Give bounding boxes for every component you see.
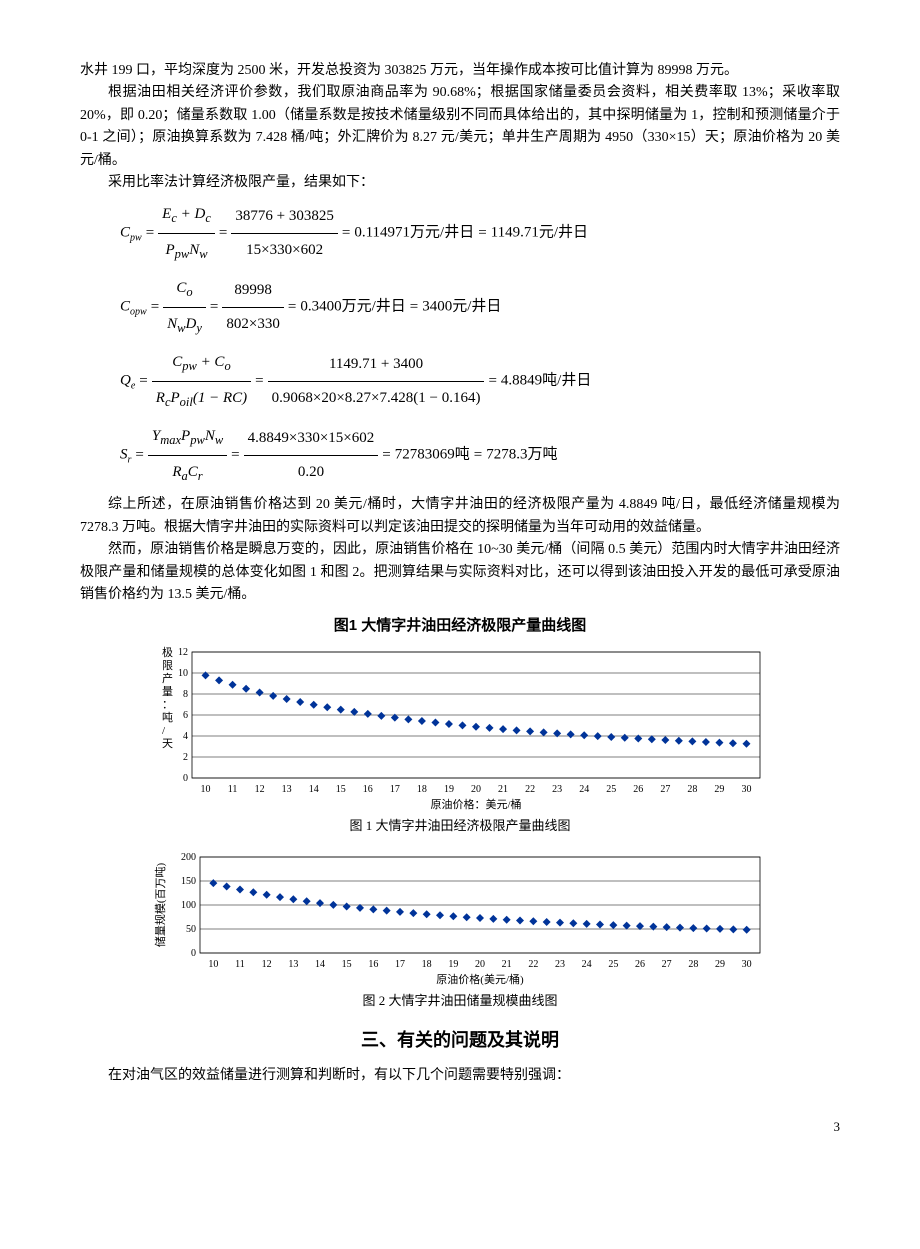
- svg-text:15: 15: [342, 959, 352, 970]
- svg-text:27: 27: [662, 959, 672, 970]
- svg-text:14: 14: [309, 784, 319, 795]
- svg-text:21: 21: [498, 784, 508, 795]
- paragraph-1: 水井 199 口，平均深度为 2500 米，开发总投资为 303825 万元，当…: [80, 60, 840, 82]
- svg-text:22: 22: [528, 959, 538, 970]
- svg-text:28: 28: [687, 784, 697, 795]
- svg-text:10: 10: [201, 784, 211, 795]
- svg-text:极: 极: [162, 645, 173, 659]
- svg-text:200: 200: [181, 852, 196, 863]
- svg-text:16: 16: [368, 959, 378, 970]
- svg-text:吨: 吨: [162, 711, 173, 724]
- svg-text:4: 4: [183, 731, 188, 742]
- section-3-heading: 三、有关的问题及其说明: [80, 1026, 840, 1055]
- svg-text:12: 12: [262, 959, 272, 970]
- svg-text:量: 量: [162, 685, 173, 698]
- svg-text:11: 11: [235, 959, 245, 970]
- chart1-title: 图1 大情字井油田经济极限产量曲线图: [80, 614, 840, 638]
- svg-text:23: 23: [552, 784, 562, 795]
- svg-text:50: 50: [186, 924, 196, 935]
- chart2-caption: 图 2 大情字井油田储量规模曲线图: [80, 991, 840, 1012]
- svg-text:19: 19: [444, 784, 454, 795]
- svg-text:30: 30: [742, 959, 752, 970]
- svg-text:15: 15: [336, 784, 346, 795]
- paragraph-5: 然而，原油销售价格是瞬息万变的，因此，原油销售价格在 10~30 美元/桶（间隔…: [80, 539, 840, 606]
- chart1: 0246810121011121314151617181920212223242…: [80, 642, 840, 812]
- svg-text:29: 29: [714, 784, 724, 795]
- paragraph-2: 根据油田相关经济评价参数，我们取原油商品率为 90.68%；根据国家储量委员会资…: [80, 82, 840, 172]
- paragraph-6: 在对油气区的效益储量进行测算和判断时，有以下几个问题需要特别强调：: [80, 1065, 840, 1087]
- svg-text:10: 10: [178, 668, 188, 679]
- svg-text:18: 18: [417, 784, 427, 795]
- svg-text:：: ：: [162, 699, 173, 711]
- svg-text:10: 10: [208, 959, 218, 970]
- svg-text:17: 17: [395, 959, 405, 970]
- svg-text:2: 2: [183, 752, 188, 763]
- svg-text:28: 28: [688, 959, 698, 970]
- svg-text:23: 23: [555, 959, 565, 970]
- svg-text:18: 18: [422, 959, 432, 970]
- paragraph-3: 采用比率法计算经济极限产量，结果如下：: [80, 172, 840, 194]
- svg-text:25: 25: [608, 959, 618, 970]
- svg-text:原油价格：美元/桶: 原油价格：美元/桶: [430, 797, 521, 811]
- svg-text:13: 13: [288, 959, 298, 970]
- svg-text:19: 19: [448, 959, 458, 970]
- svg-text:8: 8: [183, 689, 188, 700]
- svg-text:26: 26: [635, 959, 645, 970]
- svg-text:24: 24: [579, 784, 589, 795]
- svg-text:限: 限: [162, 659, 173, 672]
- svg-text:22: 22: [525, 784, 535, 795]
- page-number: 3: [80, 1117, 840, 1138]
- formula-block: Cpw=Ec + DcPpwNw=38776 + 30382515×330×60…: [80, 198, 840, 490]
- svg-text:/: /: [162, 725, 166, 737]
- svg-text:20: 20: [471, 784, 481, 795]
- svg-text:30: 30: [741, 784, 751, 795]
- svg-text:150: 150: [181, 876, 196, 887]
- svg-text:13: 13: [282, 784, 292, 795]
- svg-text:100: 100: [181, 900, 196, 911]
- svg-text:12: 12: [255, 784, 265, 795]
- svg-text:12: 12: [178, 647, 188, 658]
- svg-text:储量规模(百万吨): 储量规模(百万吨): [153, 863, 167, 948]
- svg-text:原油价格(美元/桶): 原油价格(美元/桶): [436, 972, 524, 986]
- svg-text:14: 14: [315, 959, 325, 970]
- svg-text:26: 26: [633, 784, 643, 795]
- svg-text:25: 25: [606, 784, 616, 795]
- chart1-caption: 图 1 大情字井油田经济极限产量曲线图: [80, 816, 840, 837]
- svg-text:27: 27: [660, 784, 670, 795]
- svg-text:11: 11: [228, 784, 238, 795]
- svg-text:0: 0: [183, 773, 188, 784]
- svg-text:20: 20: [475, 959, 485, 970]
- paragraph-4: 综上所述，在原油销售价格达到 20 美元/桶时，大情字井油田的经济极限产量为 4…: [80, 494, 840, 539]
- svg-text:6: 6: [183, 710, 188, 721]
- svg-text:21: 21: [502, 959, 512, 970]
- svg-text:0: 0: [191, 948, 196, 959]
- chart2: 0 50 100 150 200 10 11 12 13 14 15 16 17 18 19 20 21 22 23…: [80, 847, 840, 987]
- svg-text:产: 产: [162, 671, 173, 685]
- svg-text:29: 29: [715, 959, 725, 970]
- svg-text:16: 16: [363, 784, 373, 795]
- svg-text:24: 24: [582, 959, 592, 970]
- svg-text:17: 17: [390, 784, 400, 795]
- svg-text:天: 天: [162, 738, 173, 750]
